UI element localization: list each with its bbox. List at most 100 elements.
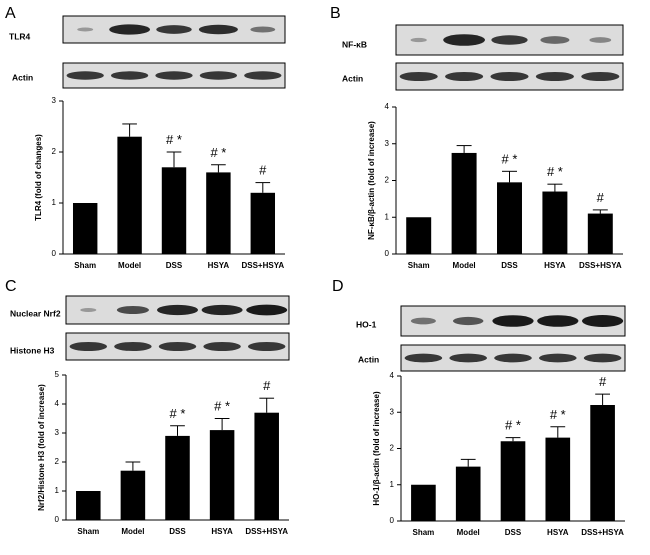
y-tick-label: 2: [52, 147, 57, 156]
significance-mark: # *: [550, 407, 566, 422]
blot-band: [449, 353, 488, 363]
blot-band: [158, 341, 197, 352]
blot-band: [156, 25, 192, 34]
blot-band: [116, 305, 149, 315]
blot-band: [589, 37, 612, 43]
x-tick-label: HSYA: [211, 527, 233, 536]
y-tick-label: 1: [385, 212, 390, 221]
x-tick-label: Model: [457, 528, 480, 537]
bar: [117, 136, 142, 254]
y-tick-label: 2: [55, 457, 60, 466]
y-axis-label: Nrf2/Histone H3 (fold of increase): [37, 384, 46, 511]
bar: [455, 466, 481, 521]
blot-band: [410, 317, 436, 325]
blot-band: [445, 71, 484, 82]
panel-b: B NF-κB Actin 0 1 2 3 4 NF-κB/β-actin (fold of i…: [330, 5, 624, 270]
significance-mark: #: [599, 374, 607, 389]
blot-label: Actin: [358, 354, 379, 364]
blot-band: [250, 26, 276, 33]
panel-c: C Nuclear Nrf2 Histone H3 0 1 2 3 4 5 Nrf2/Histon…: [5, 278, 290, 536]
y-tick-label: 3: [390, 407, 395, 416]
bar: [254, 412, 279, 520]
bar: [72, 203, 98, 254]
bar: [161, 167, 187, 254]
y-tick-label: 2: [390, 444, 395, 453]
x-tick-label: DSS+HSYA: [581, 528, 624, 537]
blot-band: [69, 341, 108, 352]
y-tick-label: 1: [390, 480, 395, 489]
bar: [587, 213, 613, 254]
x-tick-label: Model: [453, 261, 476, 270]
x-tick-label: Sham: [77, 527, 99, 536]
y-tick-label: 4: [385, 102, 390, 111]
x-tick-label: Model: [118, 261, 141, 270]
blot-band: [581, 71, 620, 82]
blot-band: [156, 304, 199, 316]
x-tick-label: DSS+HSYA: [241, 261, 284, 270]
y-tick-label: 3: [385, 139, 390, 148]
y-tick-label: 0: [390, 516, 395, 525]
blot-band: [452, 316, 484, 326]
target-blot: HO-1: [356, 305, 626, 337]
blot-band: [443, 34, 485, 46]
loading-control-blot: Actin: [342, 62, 624, 91]
panel-letter: A: [5, 5, 16, 22]
blot-label: Actin: [12, 72, 33, 82]
x-tick-label: Sham: [74, 261, 96, 270]
target-blot: Nuclear Nrf2: [10, 295, 290, 325]
x-tick-label: DSS: [505, 528, 522, 537]
x-tick-label: Sham: [413, 528, 435, 537]
blot-band: [399, 71, 438, 82]
bar: [209, 430, 235, 520]
blot-band: [491, 35, 528, 45]
significance-mark: # *: [505, 418, 521, 433]
y-tick-label: 0: [52, 249, 57, 258]
blot-label: NF-κB: [342, 39, 367, 49]
blot-band: [494, 353, 532, 363]
significance-mark: # *: [210, 145, 226, 160]
blot-band: [155, 71, 193, 80]
y-tick-label: 0: [385, 249, 390, 258]
significance-mark: # *: [502, 151, 518, 166]
x-tick-label: DSS: [501, 261, 518, 270]
blot-band: [77, 27, 94, 32]
x-tick-label: Model: [121, 527, 144, 536]
y-tick-label: 2: [385, 176, 390, 185]
y-tick-label: 1: [52, 198, 57, 207]
blot-band: [540, 36, 570, 44]
blot-band: [109, 24, 151, 35]
bar-chart: 0 1 2 3 TLR4 (fold of changes) Sham Model # * DS…: [34, 96, 285, 270]
bar: [165, 435, 190, 520]
blot-band: [490, 71, 529, 82]
blot-band: [203, 341, 241, 352]
bar: [120, 470, 146, 520]
bar: [206, 172, 231, 254]
blot-band: [492, 315, 534, 327]
loading-control-blot: Actin: [12, 62, 286, 89]
y-tick-label: 0: [55, 515, 60, 524]
loading-control-blot: Histone H3: [10, 332, 290, 361]
x-tick-label: DSS: [169, 527, 186, 536]
blot-band: [410, 37, 427, 43]
blot-band: [199, 71, 238, 80]
blot-band: [581, 315, 624, 327]
bar: [76, 491, 101, 520]
blot-band: [201, 304, 243, 316]
bar: [542, 191, 568, 254]
significance-mark: #: [597, 190, 605, 205]
bar: [500, 441, 526, 521]
blot-band: [244, 71, 282, 80]
target-blot: NF-κB: [342, 24, 624, 56]
blot-band: [404, 353, 443, 363]
panel-letter: D: [332, 278, 344, 295]
blot-label: Nuclear Nrf2: [10, 308, 61, 318]
bar: [411, 484, 436, 521]
x-tick-label: HSYA: [544, 261, 566, 270]
x-tick-label: DSS+HSYA: [245, 527, 288, 536]
y-tick-label: 4: [390, 371, 395, 380]
blot-band: [246, 304, 288, 316]
y-tick-label: 5: [55, 370, 60, 379]
panel-letter: C: [5, 278, 17, 295]
blot-band: [537, 315, 579, 327]
blot-band: [583, 353, 622, 363]
